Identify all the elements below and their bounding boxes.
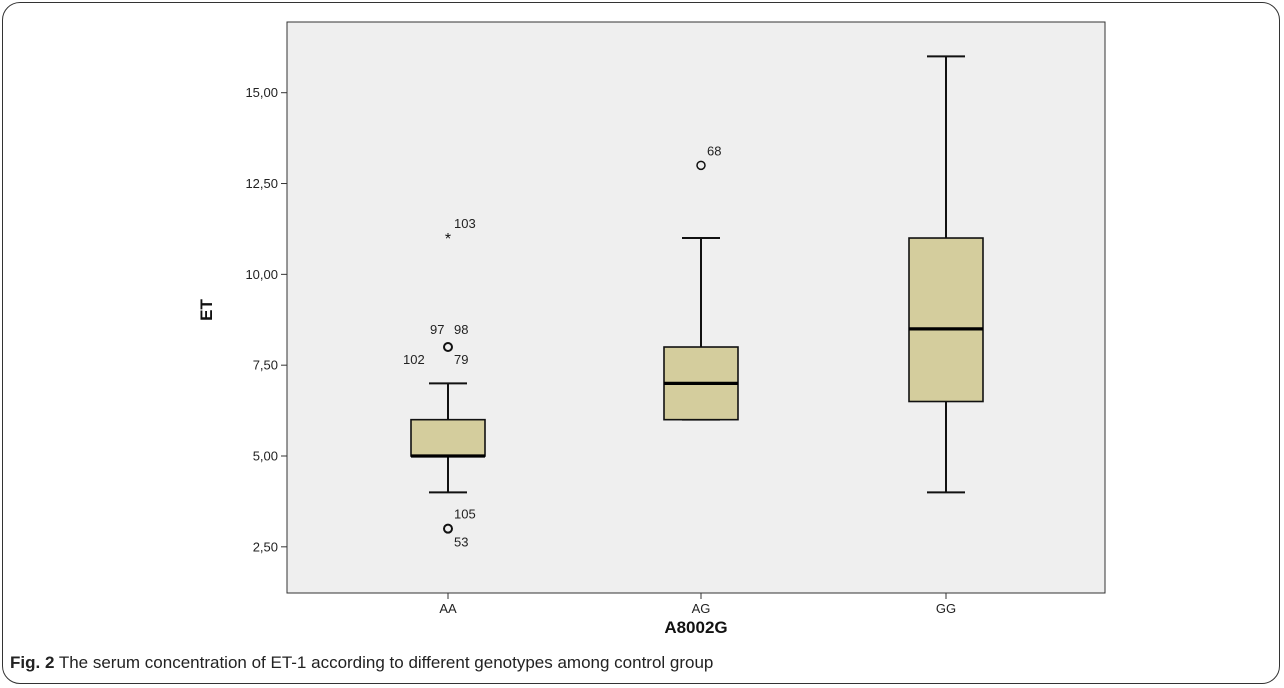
caption-text: The serum concentration of ET-1 accordin… xyxy=(54,653,714,672)
y-tick-label: 5,00 xyxy=(253,449,278,464)
x-tick-label: GG xyxy=(936,601,956,616)
figure-caption: Fig. 2 The serum concentration of ET-1 a… xyxy=(10,653,713,673)
y-tick-label: 12,50 xyxy=(245,176,278,191)
outlier-label: 97 xyxy=(430,322,444,337)
outlier-marker xyxy=(696,160,706,171)
y-axis-label: ET xyxy=(197,299,216,321)
outlier-label: 105 xyxy=(454,507,476,522)
y-tick-label: 7,50 xyxy=(253,358,278,373)
outlier-marker xyxy=(443,342,453,353)
boxes: 97 98 102 79 105 53 *103 68 xyxy=(403,55,984,550)
iqr-box xyxy=(908,237,984,403)
iqr-box xyxy=(410,418,486,457)
y-tick-label: 10,00 xyxy=(245,267,278,282)
axes: 2,50 5,00 7,50 10,00 12,50 15,00 AA AG GG xyxy=(245,85,956,616)
extreme-outlier-marker: * xyxy=(445,231,451,248)
outlier-label: 79 xyxy=(454,352,468,367)
y-tick-label: 2,50 xyxy=(253,539,278,554)
box-gg xyxy=(908,55,984,494)
outlier-marker xyxy=(443,523,453,534)
box-ag: 68 xyxy=(663,143,739,421)
x-tick-label: AG xyxy=(692,601,711,616)
caption-label: Fig. 2 xyxy=(10,653,55,672)
box-aa: 97 98 102 79 105 53 *103 xyxy=(403,216,486,550)
x-axis-label: A8002G xyxy=(664,618,727,637)
outlier-label: 102 xyxy=(403,352,425,367)
box-plot-chart: 2,50 5,00 7,50 10,00 12,50 15,00 AA AG GG 97 98 10… xyxy=(197,21,1106,637)
outlier-label: 98 xyxy=(454,322,468,337)
outlier-label: 53 xyxy=(454,535,468,550)
outlier-label: 68 xyxy=(707,143,721,158)
outlier-label: 103 xyxy=(454,216,476,231)
x-tick-label: AA xyxy=(439,601,457,616)
y-tick-label: 15,00 xyxy=(245,85,278,100)
